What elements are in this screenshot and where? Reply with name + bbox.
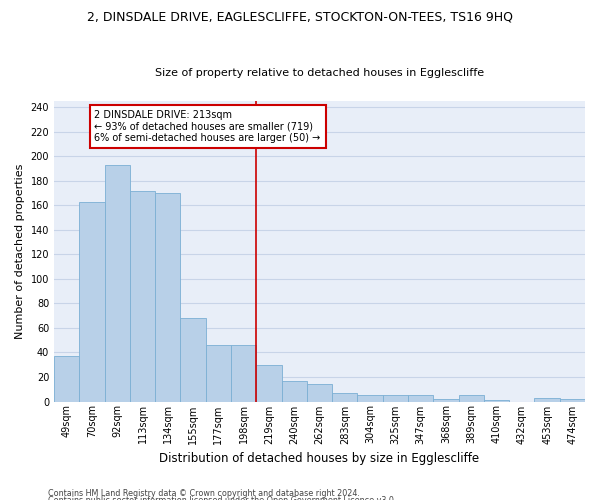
Bar xyxy=(383,396,408,402)
Bar xyxy=(54,356,79,402)
Bar xyxy=(281,380,307,402)
Bar xyxy=(408,396,433,402)
Bar xyxy=(155,193,181,402)
Y-axis label: Number of detached properties: Number of detached properties xyxy=(15,164,25,339)
Bar xyxy=(560,399,585,402)
Bar xyxy=(535,398,560,402)
Bar xyxy=(206,345,231,402)
Bar xyxy=(79,202,104,402)
Text: Contains HM Land Registry data © Crown copyright and database right 2024.: Contains HM Land Registry data © Crown c… xyxy=(48,488,360,498)
Bar xyxy=(332,393,358,402)
Bar xyxy=(256,364,281,402)
Bar xyxy=(458,396,484,402)
Bar xyxy=(358,396,383,402)
Bar xyxy=(231,345,256,402)
Bar xyxy=(433,399,458,402)
Bar xyxy=(307,384,332,402)
Bar xyxy=(130,190,155,402)
Text: 2 DINSDALE DRIVE: 213sqm
← 93% of detached houses are smaller (719)
6% of semi-d: 2 DINSDALE DRIVE: 213sqm ← 93% of detach… xyxy=(94,110,321,143)
Text: 2, DINSDALE DRIVE, EAGLESCLIFFE, STOCKTON-ON-TEES, TS16 9HQ: 2, DINSDALE DRIVE, EAGLESCLIFFE, STOCKTO… xyxy=(87,10,513,23)
Title: Size of property relative to detached houses in Egglescliffe: Size of property relative to detached ho… xyxy=(155,68,484,78)
Bar xyxy=(181,318,206,402)
Text: Contains public sector information licensed under the Open Government Licence v3: Contains public sector information licen… xyxy=(48,496,397,500)
Bar xyxy=(104,165,130,402)
X-axis label: Distribution of detached houses by size in Egglescliffe: Distribution of detached houses by size … xyxy=(160,452,479,465)
Bar xyxy=(484,400,509,402)
